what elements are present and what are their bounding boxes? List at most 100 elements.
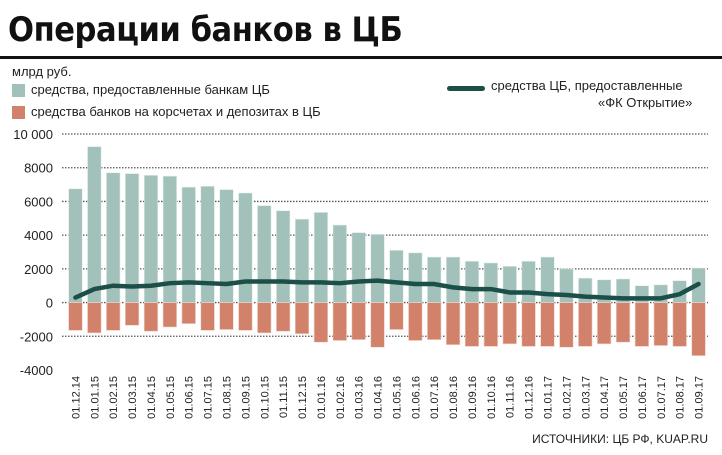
legend-line-1: средства ЦБ, предоставленные [491, 78, 683, 93]
x-tick-label: 01.11.15 [278, 376, 290, 418]
x-tick-label: 01.04.15 [146, 376, 158, 419]
bar-deposits [370, 302, 385, 348]
bar-provided [313, 212, 329, 303]
x-tick-label: 01.05.15 [165, 376, 177, 419]
bar-deposits [332, 302, 347, 341]
x-tick-label: 01.05.17 [618, 376, 630, 419]
bar-provided [276, 210, 291, 303]
bar-provided [68, 188, 83, 303]
bar-deposits [181, 302, 196, 324]
x-tick-label: 01.07.16 [429, 376, 441, 419]
bar-provided [294, 218, 310, 303]
x-tick-label: 01.10.15 [259, 376, 271, 419]
y-tick-label: 2000 [24, 262, 53, 277]
bar-deposits [634, 302, 650, 347]
y-tick-label: -4000 [20, 363, 53, 378]
x-tick-label: 01.07.15 [203, 376, 215, 419]
bar-deposits [672, 302, 687, 347]
x-tick-label: 01.09.17 [694, 376, 706, 419]
y-tick-label: -2000 [20, 329, 53, 344]
chart-title: Операции банков в ЦБ [8, 10, 403, 50]
bar-deposits [313, 302, 329, 343]
x-tick-label: 01.12.15 [297, 376, 309, 419]
bar-provided [124, 173, 140, 303]
bar-deposits [691, 302, 706, 356]
bar-deposits [502, 302, 517, 345]
x-tick-label: 01.04.16 [373, 376, 385, 419]
bar-provided [464, 260, 480, 303]
legend-swatch-provided [12, 84, 25, 97]
legend-line-2: «ФК Открытие» [598, 95, 693, 110]
bar-deposits [162, 302, 177, 328]
bar-deposits [427, 302, 442, 340]
bar-deposits [219, 302, 234, 330]
bar-provided [445, 256, 461, 303]
x-tick-label: 01.12.14 [70, 376, 82, 419]
x-tick-label: 01.09.15 [240, 376, 252, 419]
bar-deposits [87, 302, 102, 334]
legend-deposits: средства банков на корсчетах и депозитах… [31, 104, 321, 119]
bar-deposits [540, 302, 555, 347]
bar-deposits [257, 302, 272, 334]
legend-swatch-line [447, 86, 485, 91]
bar-deposits [653, 302, 668, 346]
bar-provided [257, 205, 272, 303]
bar-provided [427, 256, 442, 303]
bar-deposits [200, 302, 215, 331]
bar-deposits [124, 302, 140, 326]
x-tick-label: 01.09.16 [467, 376, 479, 419]
x-tick-label: 01.11.16 [505, 376, 517, 418]
title-rule [0, 56, 722, 59]
bar-deposits [351, 302, 366, 340]
bar-provided [521, 260, 536, 303]
bar-deposits [597, 302, 612, 345]
bar-provided [332, 224, 347, 303]
bar-deposits [464, 302, 480, 347]
x-tick-label: 01.05.16 [391, 376, 403, 419]
legend-swatch-deposits [12, 106, 25, 119]
x-tick-label: 01.02.15 [108, 376, 120, 419]
bar-provided [370, 234, 385, 303]
legend-provided: средства, предоставленные банкам ЦБ [31, 82, 270, 97]
x-tick-label: 01.08.15 [222, 376, 234, 419]
bar-provided [351, 232, 366, 303]
bar-provided [181, 186, 196, 303]
bar-provided [502, 266, 517, 303]
x-tick-label: 01.02.16 [335, 376, 347, 419]
x-tick-label: 01.08.17 [675, 376, 687, 419]
y-tick-label: 4000 [24, 228, 53, 243]
x-tick-label: 01.06.17 [637, 376, 649, 419]
x-tick-label: 01.12.16 [524, 376, 536, 419]
x-tick-label: 01.01.17 [543, 376, 555, 419]
bar-deposits [408, 302, 423, 341]
x-tick-label: 01.06.15 [184, 376, 196, 419]
bar-provided [389, 250, 404, 303]
y-tick-label: 10 000 [13, 127, 53, 142]
x-tick-label: 01.03.15 [127, 376, 139, 419]
y-tick-label: 8000 [24, 161, 53, 176]
source: ИСТОЧНИКИ: ЦБ РФ, KUAP.RU [532, 432, 708, 446]
bar-provided [483, 262, 498, 303]
x-tick-label: 01.02.17 [561, 376, 573, 419]
unit-label: млрд руб. [12, 64, 72, 79]
bar-deposits [143, 302, 159, 332]
bar-deposits [578, 302, 593, 347]
x-tick-label: 01.01.15 [89, 376, 101, 419]
x-tick-label: 01.08.16 [448, 376, 460, 419]
bar-deposits [559, 302, 574, 348]
bar-deposits [294, 302, 310, 335]
bar-deposits [68, 302, 83, 331]
x-tick-label: 01.06.16 [410, 376, 422, 419]
line-fk-otkrytie [73, 278, 701, 301]
bar-deposits [276, 302, 291, 332]
bar-deposits [238, 302, 253, 331]
x-tick-label: 01.04.17 [599, 376, 611, 419]
y-tick-label: 0 [46, 296, 53, 311]
bar-provided [106, 172, 121, 303]
bar-provided [87, 146, 102, 303]
x-tick-label: 01.03.16 [354, 376, 366, 419]
bar-deposits [389, 302, 404, 330]
bar-provided [408, 252, 423, 303]
x-tick-label: 01.10.16 [486, 376, 498, 419]
x-tick-label: 01.03.17 [580, 376, 592, 419]
